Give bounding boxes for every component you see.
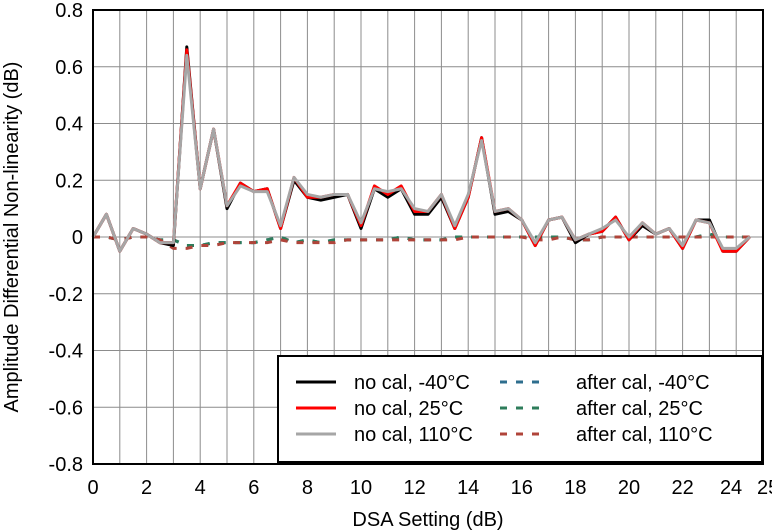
y-tick-label: 0 (72, 227, 83, 249)
legend: no cal, -40°C no cal, 25°C no cal, 110°C af… (277, 355, 763, 463)
y-axis-title: Amplitude Differential Non-linearity (dB… (1, 62, 23, 413)
x-tick-label: 6 (248, 477, 259, 499)
x-tick-label: 0 (87, 477, 98, 499)
y-tick-label: -0.6 (49, 397, 83, 419)
plot-frame (92, 9, 764, 465)
y-tick-label: -0.4 (49, 341, 83, 363)
series-line (91, 48, 751, 253)
y-tick-label: 0.4 (55, 114, 83, 136)
legend-label: no cal, 110°C (354, 424, 473, 446)
x-tick-label: 20 (618, 477, 640, 499)
y-tick-labels: -0.8 -0.6 -0.4 -0.2 0 0.2 0.4 0.6 0.8 (49, 0, 83, 476)
y-tick-label: 0.6 (55, 57, 83, 79)
x-tick-label: 16 (511, 477, 533, 499)
series-line (93, 235, 750, 250)
legend-label: after cal, 25°C (576, 398, 703, 420)
legend-label: no cal, 25°C (354, 398, 463, 420)
x-tick-label: 10 (350, 477, 372, 499)
series-layer (91, 45, 751, 253)
x-tick-label: 14 (457, 477, 479, 499)
x-tick-labels: 02468101214161820222425 (87, 477, 772, 499)
y-tick-label: 0.2 (55, 170, 83, 192)
x-tick-label: 24 (720, 477, 742, 499)
x-tick-label: 25 (757, 477, 772, 499)
x-tick-label: 2 (141, 477, 152, 499)
x-axis-title: DSA Setting (dB) (352, 509, 503, 531)
legend-label: after cal, 110°C (576, 424, 713, 446)
series-line (91, 45, 751, 253)
y-tick-label: -0.8 (49, 454, 83, 476)
x-tick-label: 4 (195, 477, 206, 499)
y-tick-label: 0.8 (55, 0, 83, 22)
x-tick-label: 22 (671, 477, 693, 499)
x-tick-label: 8 (302, 477, 313, 499)
legend-label: after cal, -40°C (576, 372, 710, 394)
series-line (91, 53, 751, 253)
y-tick-label: -0.2 (49, 284, 83, 306)
legend-label: no cal, -40°C (354, 372, 470, 394)
x-tick-label: 12 (403, 477, 425, 499)
x-tick-label: 18 (564, 477, 586, 499)
